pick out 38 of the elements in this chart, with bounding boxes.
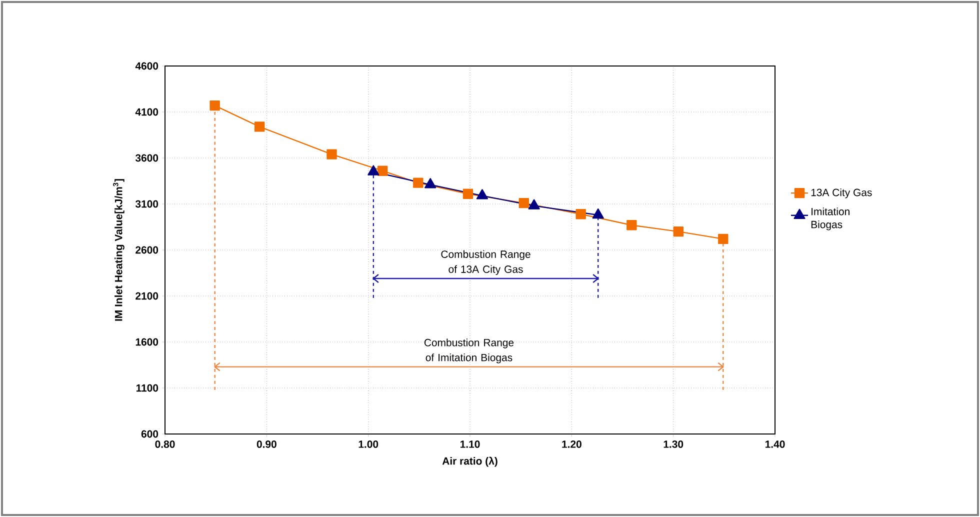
point <box>626 220 637 230</box>
point <box>476 189 488 200</box>
x-tick-label: 1.20 <box>562 440 582 448</box>
point <box>254 122 265 132</box>
annotation: Combustion Range of Imitation Biogas <box>424 338 514 364</box>
y-tick-label: 2600 <box>136 246 158 254</box>
point <box>377 166 388 176</box>
y-tick-label: 2100 <box>136 292 158 300</box>
point <box>210 100 220 111</box>
x-tick-label: 0.90 <box>256 440 276 448</box>
point <box>718 234 728 244</box>
point <box>592 208 604 219</box>
point <box>368 165 380 176</box>
point <box>326 149 337 160</box>
point <box>462 188 474 199</box>
point <box>673 226 684 237</box>
y-tick-label: 1600 <box>136 338 158 346</box>
legend-label: 13A City Gas <box>811 188 872 198</box>
x-tick-label: 1.10 <box>460 440 480 448</box>
y-tick-label: 4600 <box>135 62 158 70</box>
x-tick-label: 1.00 <box>358 440 378 448</box>
y-tick-label: 3600 <box>135 154 158 162</box>
point <box>576 209 586 220</box>
annotation: Combustion Range of 13A City Gas <box>441 250 530 275</box>
point <box>424 178 436 188</box>
legend-label: Imitation Biogas <box>811 208 850 230</box>
point <box>413 178 424 188</box>
y-tick-label: 1100 <box>136 384 158 392</box>
x-axis-title: Air ratio (λ) <box>442 456 498 467</box>
y-axis-title: IM Inlet Heating Value[kJ/m$^{3}$] <box>113 179 124 321</box>
x-tick-label: 0.80 <box>155 440 175 448</box>
y-tick-label: 4100 <box>135 108 158 116</box>
point <box>528 199 540 210</box>
x-tick-label: 1.30 <box>664 440 684 448</box>
x-tick-label: 1.40 <box>765 440 785 448</box>
y-tick-label: 3100 <box>135 200 158 208</box>
point <box>518 198 529 208</box>
y-tick-label: 600 <box>141 430 158 438</box>
